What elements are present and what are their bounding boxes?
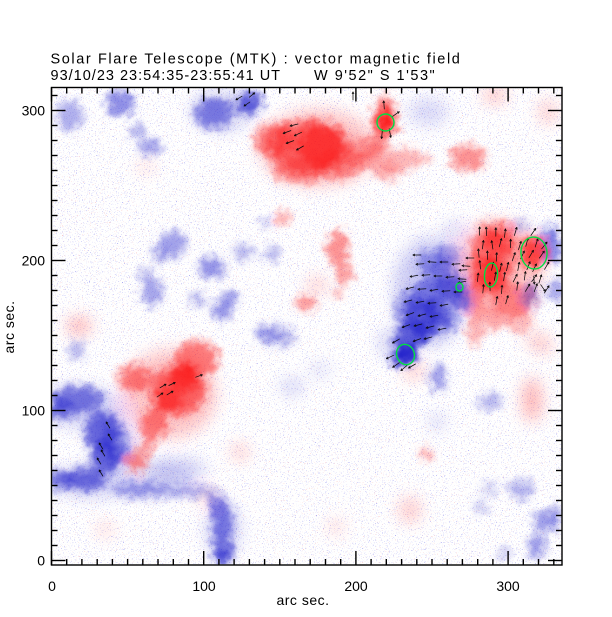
svg-text:200: 200 [344,578,368,594]
svg-text:Solar Flare Telescope (MTK) :: Solar Flare Telescope (MTK) : vector mag… [51,52,462,68]
svg-text:0: 0 [37,553,45,569]
svg-text:W 9'52" S 1'53": W 9'52" S 1'53" [314,68,436,84]
svg-text:arc sec.: arc sec. [276,592,329,608]
svg-text:200: 200 [22,253,46,269]
svg-text:100: 100 [192,578,216,594]
svg-text:93/10/23 23:54:35-23:55:41 UT: 93/10/23 23:54:35-23:55:41 UT [51,68,282,84]
svg-text:300: 300 [496,578,520,594]
svg-text:100: 100 [22,403,46,419]
svg-text:arc sec.: arc sec. [1,300,17,353]
svg-text:300: 300 [22,103,46,119]
svg-text:0: 0 [48,578,56,594]
